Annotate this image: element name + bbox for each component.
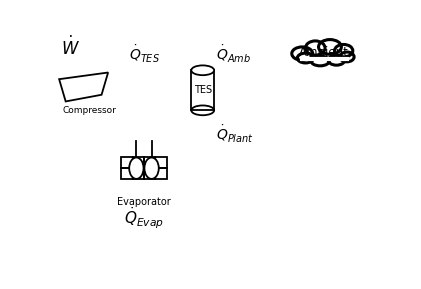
Ellipse shape bbox=[328, 55, 345, 65]
Ellipse shape bbox=[311, 56, 329, 66]
Ellipse shape bbox=[297, 53, 314, 63]
Text: TES: TES bbox=[194, 85, 212, 95]
Ellipse shape bbox=[292, 47, 313, 60]
Ellipse shape bbox=[335, 45, 353, 57]
Text: $\dot{W}$: $\dot{W}$ bbox=[61, 36, 80, 59]
Text: $\dot{Q}_{Plant}$: $\dot{Q}_{Plant}$ bbox=[216, 124, 253, 145]
Ellipse shape bbox=[306, 41, 325, 55]
Ellipse shape bbox=[319, 40, 341, 54]
Bar bbox=[155, 157, 167, 168]
Text: Ambient: Ambient bbox=[298, 46, 348, 59]
Ellipse shape bbox=[191, 65, 214, 75]
Ellipse shape bbox=[144, 158, 159, 179]
Bar bbox=[155, 168, 167, 179]
Bar bbox=[133, 157, 144, 168]
Bar bbox=[191, 70, 214, 110]
Text: $\dot{Q}_{Evap}$: $\dot{Q}_{Evap}$ bbox=[125, 205, 165, 231]
Text: Compressor: Compressor bbox=[62, 106, 116, 115]
Text: $\dot{Q}_{Amb}$: $\dot{Q}_{Amb}$ bbox=[216, 44, 250, 65]
Bar bbox=[121, 157, 133, 168]
Bar bbox=[144, 168, 155, 179]
Bar bbox=[121, 168, 133, 179]
Bar bbox=[133, 168, 144, 179]
Text: Evaporator: Evaporator bbox=[117, 197, 171, 207]
Ellipse shape bbox=[340, 52, 354, 62]
Text: $\dot{Q}_{TES}$: $\dot{Q}_{TES}$ bbox=[129, 44, 160, 65]
Ellipse shape bbox=[129, 158, 144, 179]
Bar bbox=[144, 157, 155, 168]
